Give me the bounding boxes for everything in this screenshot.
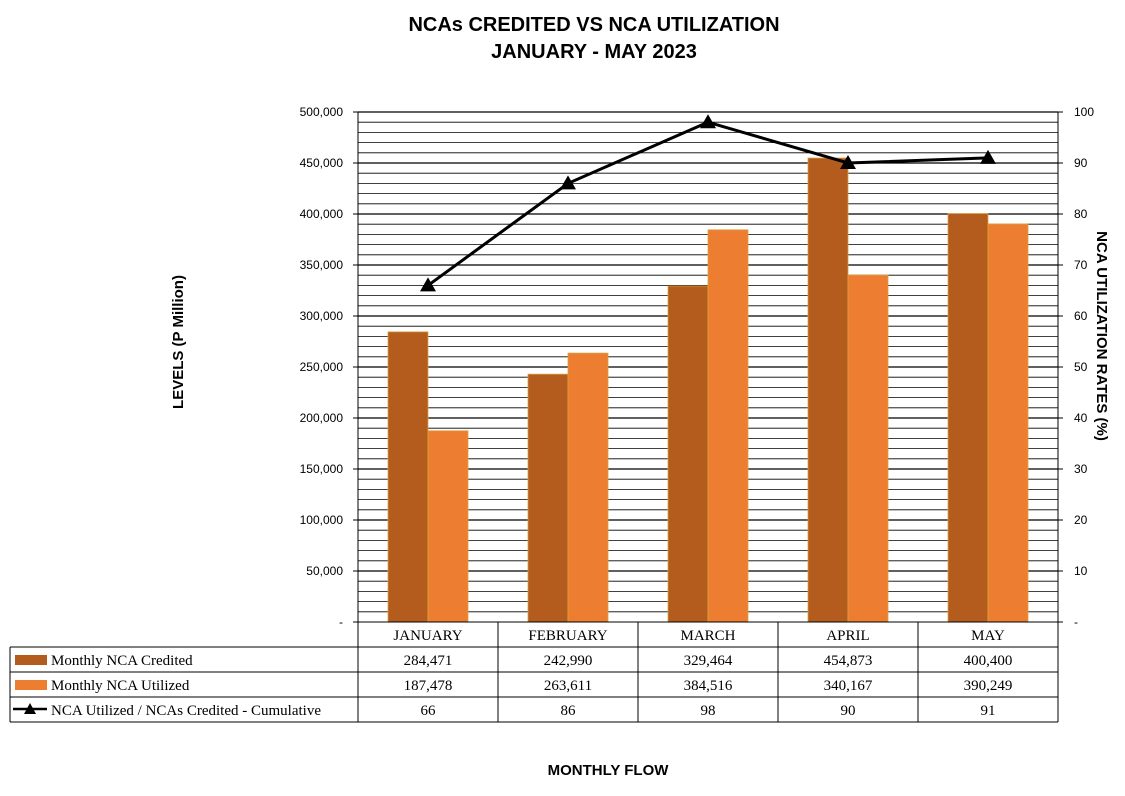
- point-utilization-rate: [560, 175, 576, 190]
- data-label: 340,167: [824, 678, 873, 694]
- bar-utilized: [847, 274, 889, 623]
- y2-tick-label: -: [1074, 615, 1078, 629]
- y2-tick-label: 40: [1074, 411, 1088, 425]
- y2-tick-label: 20: [1074, 513, 1088, 527]
- legend-marker: [24, 703, 36, 714]
- bar-credited: [807, 157, 849, 623]
- x-tick-label: MAY: [971, 628, 1005, 644]
- y-tick-label: 400,000: [300, 207, 344, 221]
- bar-utilized: [707, 229, 749, 623]
- y-tick-label: 150,000: [300, 462, 344, 476]
- y-tick-label: -: [339, 615, 343, 629]
- bar-utilized: [427, 430, 469, 623]
- y-tick-label: 50,000: [306, 564, 343, 578]
- y-tick-label: 350,000: [300, 258, 344, 272]
- x-tick-label: JANUARY: [393, 628, 462, 644]
- data-label: 329,464: [684, 653, 733, 669]
- data-label: 86: [561, 703, 577, 719]
- y2-tick-label: 80: [1074, 207, 1088, 221]
- data-label: 91: [981, 703, 996, 719]
- data-label: 284,471: [404, 653, 453, 669]
- bar-utilized: [987, 223, 1029, 623]
- bar-credited: [527, 373, 569, 623]
- y-tick-label: 250,000: [300, 360, 344, 374]
- data-label: 384,516: [684, 678, 733, 694]
- chart-title: NCAs CREDITED VS NCA UTILIZATION: [408, 14, 779, 36]
- data-label: 400,400: [964, 653, 1013, 669]
- x-tick-label: APRIL: [826, 628, 869, 644]
- y2-tick-label: 90: [1074, 156, 1088, 170]
- bar-credited: [387, 331, 429, 623]
- y-tick-label: 300,000: [300, 309, 344, 323]
- data-label: 90: [841, 703, 856, 719]
- legend-swatch: [15, 680, 47, 690]
- point-utilization-rate: [840, 155, 856, 169]
- y2-tick-label: 70: [1074, 258, 1088, 272]
- data-label: 187,478: [404, 678, 453, 694]
- legend-swatch: [15, 655, 47, 665]
- data-label: 98: [701, 703, 716, 719]
- data-label: 242,990: [544, 653, 593, 669]
- legend-label: Monthly NCA Credited: [51, 653, 193, 669]
- y2-axis-title: NCA UTILIZATION RATES (%): [1093, 231, 1110, 441]
- y-tick-label: 500,000: [300, 105, 344, 119]
- bar-credited: [947, 213, 989, 623]
- legend-label: NCA Utilized / NCAs Credited - Cumulativ…: [51, 703, 321, 719]
- y2-tick-label: 50: [1074, 360, 1088, 374]
- bar-utilized: [567, 352, 609, 623]
- x-tick-label: FEBRUARY: [528, 628, 607, 644]
- y2-tick-label: 30: [1074, 462, 1088, 476]
- data-label: 454,873: [824, 653, 873, 669]
- y2-tick-label: 100: [1074, 105, 1094, 119]
- data-label: 263,611: [544, 678, 592, 694]
- y2-tick-label: 10: [1074, 564, 1088, 578]
- y2-tick-label: 60: [1074, 309, 1088, 323]
- legend-label: Monthly NCA Utilized: [51, 678, 190, 694]
- y-tick-label: 450,000: [300, 156, 344, 170]
- data-label: 390,249: [964, 678, 1013, 694]
- chart-subtitle: JANUARY - MAY 2023: [491, 41, 697, 63]
- bar-credited: [667, 285, 709, 623]
- x-tick-label: MARCH: [680, 628, 735, 644]
- point-utilization-rate: [980, 149, 996, 164]
- y-axis-title: LEVELS (P Million): [170, 275, 187, 409]
- point-utilization-rate: [700, 114, 716, 129]
- x-axis-title: MONTHLY FLOW: [548, 762, 670, 779]
- y-tick-label: 200,000: [300, 411, 344, 425]
- data-label: 66: [421, 703, 437, 719]
- point-utilization-rate: [420, 277, 436, 292]
- y-tick-label: 100,000: [300, 513, 344, 527]
